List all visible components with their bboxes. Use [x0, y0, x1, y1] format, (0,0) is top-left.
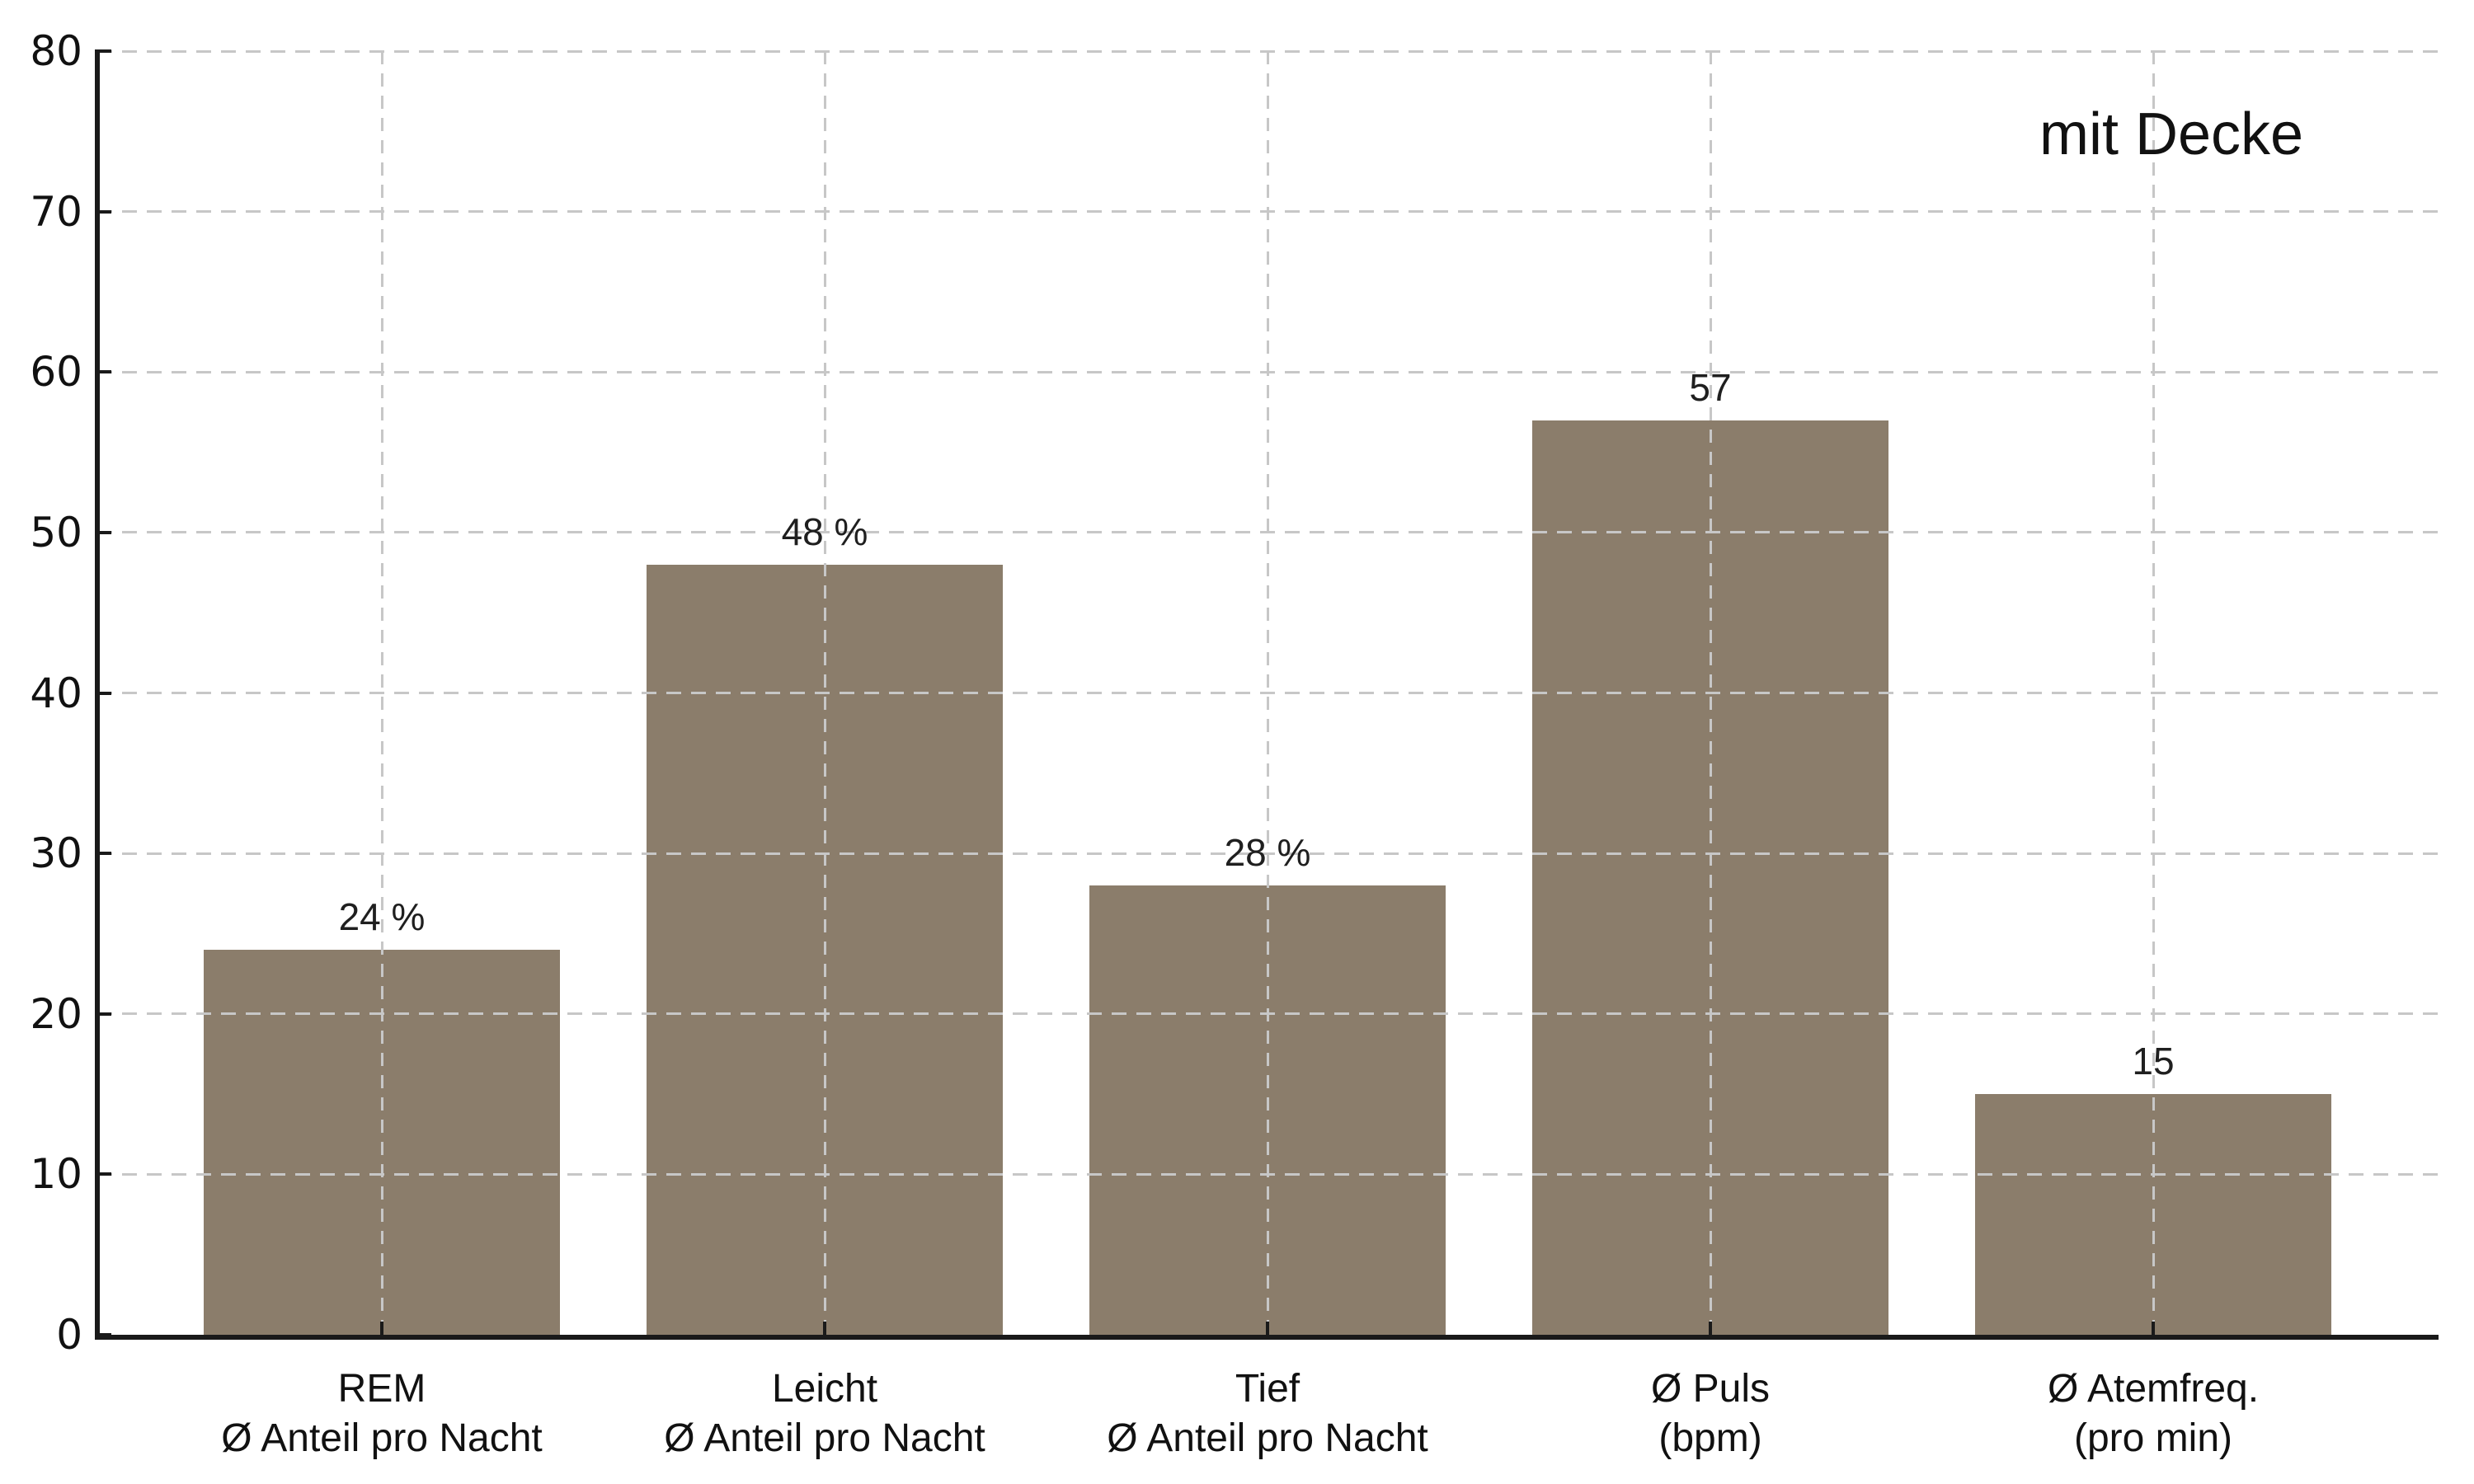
y-tick-mark: [97, 1012, 111, 1016]
bar-value-label: 28 %: [1224, 831, 1311, 875]
y-tick-label: 20: [30, 989, 82, 1038]
x-gridline: [1266, 51, 1269, 1335]
y-tick-mark: [97, 209, 111, 214]
x-axis-spine: [95, 1335, 2439, 1340]
x-gridline: [1709, 51, 1712, 1335]
bar-value-label: 48 %: [781, 510, 868, 553]
bar-value-label: 57: [1689, 365, 1732, 409]
y-tick-label: 80: [30, 27, 82, 75]
x-tick-label-line2: (bpm): [1658, 1416, 1762, 1460]
y-tick-label: 40: [30, 669, 82, 717]
x-tick-label-line2: Ø Anteil pro Nacht: [664, 1416, 985, 1460]
y-tick-mark: [97, 49, 111, 53]
x-tick-label-line1: REM: [337, 1367, 426, 1411]
x-tick-label-line2: (pro min): [2073, 1416, 2233, 1460]
x-tick-label-line1: Ø Puls: [1650, 1367, 1771, 1411]
y-tick-label: 60: [30, 348, 82, 397]
y-tick-mark: [97, 530, 111, 534]
y-tick-label: 30: [30, 829, 82, 878]
x-tick-mark: [1266, 1322, 1269, 1335]
x-tick-label: Leicht Ø Anteil pro Nacht: [561, 1364, 1089, 1463]
y-tick-mark: [97, 370, 111, 374]
x-tick-label: Tief Ø Anteil pro Nacht: [1004, 1364, 1531, 1463]
bar-value-label: 24 %: [338, 895, 426, 938]
y-tick-label: 50: [30, 508, 82, 556]
x-tick-mark: [380, 1322, 383, 1335]
bar-value-label: 15: [2132, 1040, 2175, 1083]
x-tick-mark: [1709, 1322, 1712, 1335]
y-tick-mark: [97, 852, 111, 856]
y-tick-mark: [97, 1333, 111, 1336]
x-tick-label: REM Ø Anteil pro Nacht: [118, 1364, 646, 1463]
y-tick-mark: [97, 1172, 111, 1176]
x-tick-mark: [823, 1322, 826, 1335]
x-tick-label-line1: Tief: [1235, 1367, 1300, 1411]
y-tick-mark: [97, 691, 111, 695]
x-tick-label: Ø Puls (bpm): [1446, 1364, 1974, 1463]
y-tick-label: 10: [30, 1150, 82, 1199]
chart-annotation: mit Decke: [2039, 101, 2304, 167]
x-gridline: [2152, 51, 2155, 1335]
x-tick-mark: [2152, 1322, 2155, 1335]
y-tick-label: 0: [56, 1311, 82, 1359]
y-axis-spine: [95, 49, 100, 1340]
x-tick-label: Ø Atemfreq. (pro min): [1889, 1364, 2417, 1463]
x-tick-label-line2: Ø Anteil pro Nacht: [1107, 1416, 1428, 1460]
x-gridline: [823, 51, 826, 1335]
x-tick-label-line2: Ø Anteil pro Nacht: [221, 1416, 543, 1460]
y-tick-label: 70: [30, 187, 82, 236]
x-tick-label-line1: Ø Atemfreq.: [2047, 1367, 2260, 1411]
x-tick-label-line1: Leicht: [771, 1367, 878, 1411]
x-gridline: [380, 51, 383, 1335]
